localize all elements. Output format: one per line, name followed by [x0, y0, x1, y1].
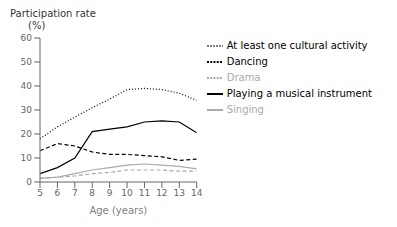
svg-text:40: 40: [21, 81, 33, 91]
html-text:Playing a musical instrument: Playing a musical instrument: [226, 88, 372, 99]
svg-text:20: 20: [21, 129, 33, 139]
svg-text:60: 60: [21, 33, 33, 43]
svg-text:30: 30: [21, 105, 33, 115]
html-text:At least one cultural activity: At least one cultural activity: [226, 40, 368, 51]
svg-text:11: 11: [139, 188, 150, 198]
svg-text:10: 10: [21, 153, 33, 163]
svg-text:7: 7: [72, 188, 78, 198]
svg-text:6: 6: [55, 188, 61, 198]
html-text:Drama: Drama: [226, 72, 261, 83]
svg-text:9: 9: [107, 188, 113, 198]
svg-text:14: 14: [191, 188, 203, 198]
svg-text:12: 12: [156, 188, 167, 198]
html-text:Participation rate: Participation rate: [10, 8, 96, 19]
svg-text:10: 10: [121, 188, 133, 198]
svg-text:8: 8: [89, 188, 95, 198]
svg-text:50: 50: [21, 57, 33, 67]
svg-text:0: 0: [26, 177, 32, 187]
html-text:Dancing: Dancing: [226, 56, 268, 67]
svg-text:5: 5: [37, 188, 43, 198]
svg-text:Age (years): Age (years): [89, 205, 147, 216]
html-text:Singing: Singing: [226, 104, 264, 115]
svg-text:13: 13: [174, 188, 185, 198]
